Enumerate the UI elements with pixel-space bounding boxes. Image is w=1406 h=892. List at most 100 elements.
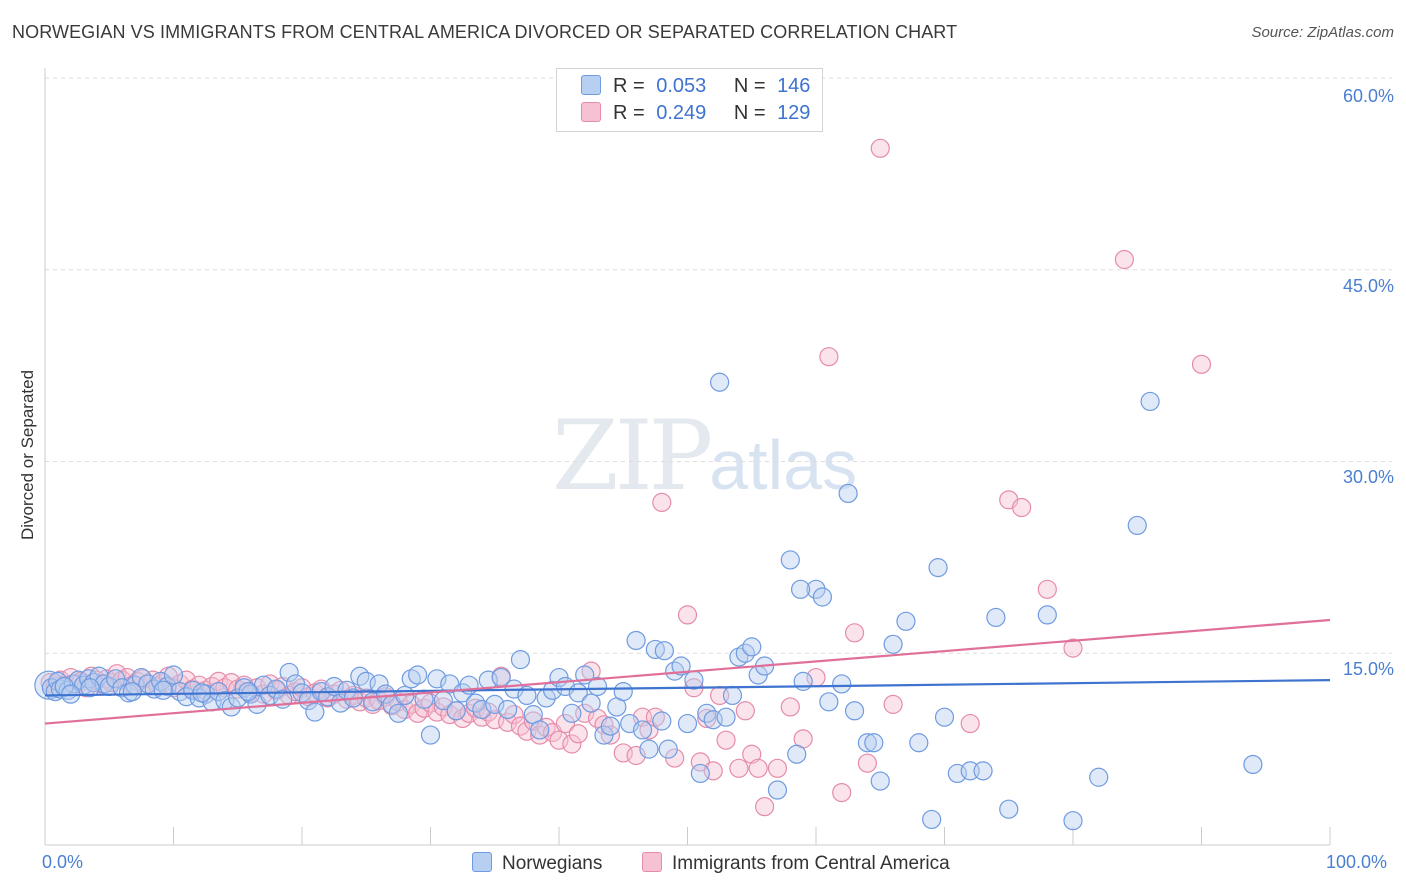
- bottom-legend-immigrants: Immigrants from Central America: [642, 852, 950, 875]
- gridlines: [45, 77, 1392, 654]
- data-point: [94, 674, 114, 694]
- data-point: [626, 630, 646, 651]
- legend-n-value: 129: [777, 102, 811, 124]
- legend-swatch-pink: [581, 102, 601, 122]
- data-point: [722, 685, 743, 706]
- legend-r-value: 0.249: [656, 102, 707, 124]
- y-tick-label: 60.0%: [1342, 86, 1394, 106]
- axes: [44, 68, 1331, 846]
- data-point: [1243, 754, 1263, 775]
- data-point: [1063, 811, 1083, 831]
- data-point: [780, 550, 800, 570]
- data-point: [909, 733, 929, 753]
- data-point: [433, 697, 453, 717]
- data-point: [498, 699, 518, 720]
- data-point: [793, 671, 813, 691]
- data-point: [806, 579, 826, 599]
- data-point: [697, 708, 717, 729]
- data-point: [716, 730, 736, 750]
- legend-row-immigrants: R = 0.249 N = 129: [581, 102, 810, 125]
- data-point: [1063, 638, 1083, 658]
- data-point: [587, 676, 608, 697]
- y-axis-label: Divorced or Separated: [18, 369, 37, 541]
- data-point: [420, 725, 441, 745]
- data-point: [844, 701, 865, 721]
- data-point: [157, 676, 177, 697]
- data-point: [710, 372, 730, 392]
- data-point: [864, 733, 884, 753]
- data-point: [504, 705, 524, 725]
- data-point: [735, 701, 755, 721]
- trend-line: [44, 618, 1331, 725]
- y-tick-label: 45.0%: [1342, 276, 1394, 296]
- data-point: [857, 733, 878, 753]
- data-point: [1191, 354, 1212, 374]
- data-point: [446, 701, 466, 721]
- data-point: [530, 720, 550, 740]
- data-point: [453, 708, 473, 729]
- data-point: [453, 683, 473, 703]
- data-point: [1140, 391, 1160, 412]
- data-point: [510, 650, 531, 670]
- data-point: [960, 713, 980, 734]
- legend-r-value: 0.053: [656, 75, 707, 97]
- series-immigrants-points: [40, 138, 1212, 817]
- data-point: [562, 703, 582, 723]
- data-point: [857, 753, 878, 773]
- y-tick-label: 30.0%: [1342, 467, 1394, 487]
- data-point: [934, 707, 955, 727]
- legend-swatch-blue: [472, 852, 492, 872]
- data-point: [883, 634, 903, 654]
- data-point: [870, 138, 890, 158]
- y-tick-label: 15.0%: [1342, 659, 1394, 679]
- legend-swatch-pink: [642, 852, 662, 872]
- data-point: [279, 662, 299, 683]
- data-point: [652, 492, 672, 513]
- data-point: [754, 797, 775, 817]
- data-point: [594, 715, 614, 735]
- x-tick-label: 0.0%: [42, 852, 84, 872]
- data-point: [973, 761, 993, 781]
- bottom-legend-norwegians: Norwegians: [472, 852, 602, 875]
- data-point: [613, 681, 633, 702]
- data-point: [742, 744, 762, 764]
- data-point: [677, 605, 698, 625]
- data-point: [658, 739, 678, 759]
- data-point: [485, 694, 505, 714]
- data-point: [1114, 249, 1135, 270]
- data-point: [1037, 605, 1057, 625]
- data-point: [153, 680, 173, 700]
- data-point: [122, 681, 142, 702]
- data-point: [80, 678, 100, 698]
- data-point: [812, 587, 833, 607]
- data-point: [350, 666, 370, 686]
- data-point: [427, 669, 447, 689]
- data-point: [883, 694, 903, 714]
- data-point: [844, 623, 865, 643]
- data-point: [671, 656, 691, 676]
- data-point: [1127, 515, 1147, 536]
- data-point: [716, 707, 736, 727]
- data-point: [690, 763, 710, 784]
- data-point: [639, 739, 659, 759]
- data-point: [510, 716, 531, 736]
- data-point: [870, 771, 890, 791]
- data-point: [1089, 767, 1109, 787]
- watermark-atlas: atlas: [709, 426, 858, 504]
- data-point: [838, 483, 858, 504]
- data-point: [238, 681, 258, 702]
- data-point: [369, 674, 389, 694]
- data-point: [832, 782, 852, 803]
- data-point: [654, 641, 674, 661]
- data-point: [517, 685, 537, 706]
- trend-line: [44, 678, 1331, 697]
- data-point: [999, 799, 1019, 819]
- series-norwegians-points: [34, 372, 1263, 831]
- data-point: [305, 702, 325, 722]
- chart-title: NORWEGIAN VS IMMIGRANTS FROM CENTRAL AME…: [12, 22, 958, 42]
- data-point: [568, 724, 588, 744]
- data-point: [896, 611, 916, 631]
- data-point: [562, 734, 582, 754]
- data-point: [408, 703, 428, 723]
